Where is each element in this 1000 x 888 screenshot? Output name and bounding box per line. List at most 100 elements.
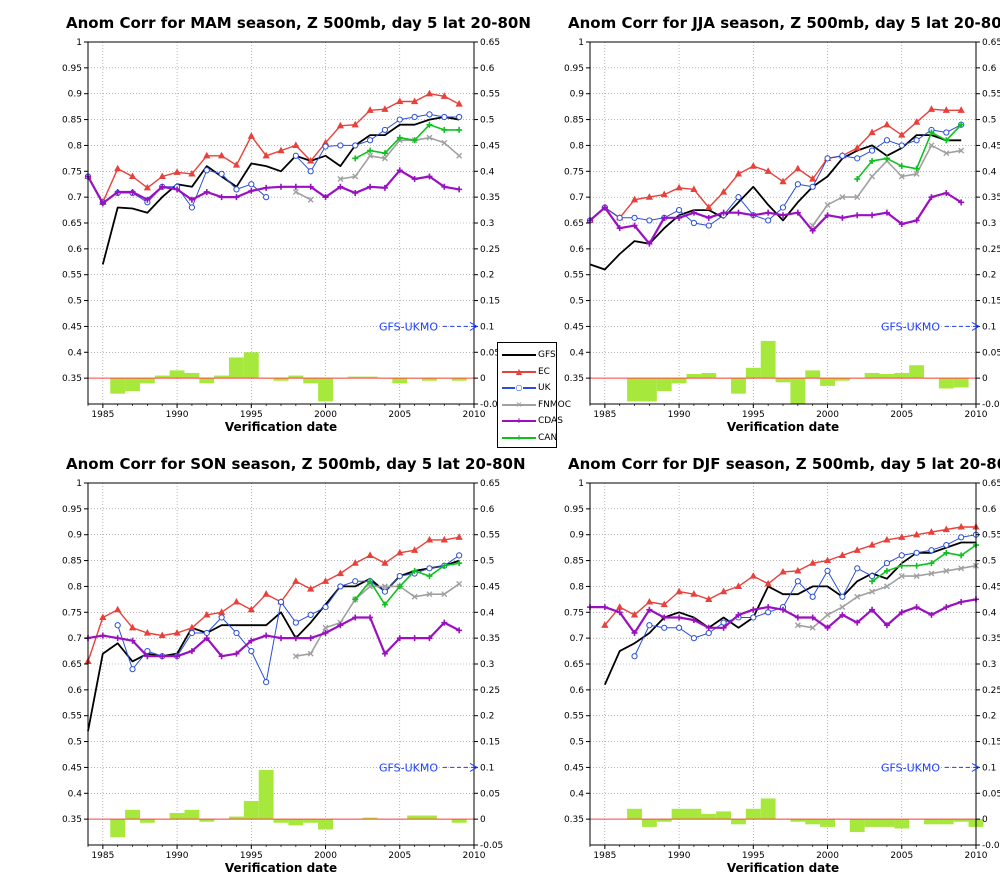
data-point-uk: [735, 194, 742, 201]
data-point-ec: [898, 131, 906, 138]
data-point-ec: [292, 577, 300, 584]
x-tick-label: 2000: [314, 410, 337, 420]
y2-tick-label: 0.4: [480, 608, 495, 618]
y-tick-label: 1: [578, 38, 584, 48]
data-point-fnmoc: [367, 152, 374, 159]
data-point-ec: [262, 151, 270, 159]
data-point-ec: [957, 106, 965, 113]
data-point-ec: [411, 97, 419, 105]
data-point-cdas: [646, 240, 653, 247]
data-point-ec: [188, 169, 196, 177]
diff-bar: [805, 370, 821, 379]
data-point-uk: [248, 181, 255, 188]
data-point-ec: [203, 610, 211, 618]
data-point-cdas: [928, 611, 935, 618]
y-tick-label: 0.85: [62, 116, 82, 126]
y-tick-label: 0.5: [68, 738, 82, 748]
y2-tick-label: 0: [982, 374, 988, 384]
y2-tick-label: -0.05: [480, 841, 503, 851]
data-point-cdas: [381, 184, 388, 191]
data-point-cdas: [676, 214, 683, 221]
legend-label: EC: [538, 366, 550, 377]
chart-title: Anom Corr for SON season, Z 500mb, day 5…: [66, 455, 526, 473]
data-point-ec: [381, 105, 389, 112]
annotation-arrow-head: [469, 762, 479, 772]
data-point-can: [869, 578, 876, 585]
data-point-cdas: [913, 217, 920, 224]
y-tick-label: 0.5: [68, 297, 82, 307]
data-point-cdas: [174, 653, 181, 660]
diff-bar: [627, 808, 642, 820]
data-point-fnmoc: [913, 573, 920, 580]
data-point-ec: [645, 597, 653, 605]
diff-bar: [953, 819, 969, 822]
y-tick-label: 0.65: [62, 660, 82, 670]
legend-label: CAN: [538, 432, 558, 443]
data-point-ec: [675, 183, 683, 191]
diff-bar: [938, 378, 954, 389]
y-tick-label: 0.7: [570, 193, 584, 203]
series-line-cdas: [87, 616, 460, 658]
data-point-cdas: [898, 221, 905, 228]
data-point-cdas: [292, 183, 299, 190]
data-point-uk: [188, 629, 196, 637]
data-point-can: [381, 150, 388, 157]
data-point-ec: [764, 167, 772, 174]
data-point-ec: [396, 548, 404, 556]
chart-title: Anom Corr for DJF season, Z 500mb, day 5…: [568, 455, 1000, 473]
x-axis-label: Verification date: [727, 420, 839, 434]
diff-bar: [392, 378, 408, 384]
data-point-can: [456, 126, 463, 133]
data-point-cdas: [839, 611, 846, 618]
data-point-cdas: [114, 635, 121, 642]
y-tick-label: 0.35: [62, 374, 82, 384]
series-gfs: [589, 134, 962, 271]
y2-tick-label: 0.65: [982, 479, 1000, 489]
y-tick-label: 0.85: [564, 116, 584, 126]
chart-title: Anom Corr for JJA season, Z 500mb, day 5…: [568, 14, 1000, 32]
data-point-cdas: [646, 606, 653, 613]
data-point-ec: [645, 193, 653, 200]
y-tick-label: 0.5: [570, 738, 584, 748]
data-point-cdas: [367, 183, 374, 190]
diff-bar: [894, 372, 910, 379]
data-point-cdas: [750, 212, 757, 219]
data-point-can: [928, 129, 935, 136]
data-point-uk: [248, 647, 255, 655]
data-point-fnmoc: [824, 611, 831, 618]
legend-item-ec: ▲ EC: [498, 364, 556, 380]
y2-tick-label: 0.45: [480, 141, 500, 151]
data-point-cdas: [188, 648, 195, 655]
data-point-ec: [440, 92, 448, 99]
y-tick-label: 0.55: [62, 712, 82, 722]
data-point-uk: [765, 217, 772, 224]
y2-tick-label: 0: [480, 815, 486, 825]
y2-tick-label: 0.1: [480, 322, 494, 332]
x-tick-label: 1995: [240, 851, 263, 861]
y-tick-label: 0.45: [62, 322, 82, 332]
diff-bar: [760, 340, 776, 379]
y-tick-label: 0.6: [570, 686, 585, 696]
y2-tick-label: 0.65: [982, 38, 1000, 48]
y-tick-label: 0.45: [564, 322, 584, 332]
legend-item-fnmoc: × FNMOC: [498, 397, 571, 413]
data-point-uk: [794, 181, 801, 188]
data-point-ec: [749, 162, 757, 169]
data-point-cdas: [203, 188, 210, 195]
legend-marker-x-icon: ×: [515, 399, 523, 409]
x-tick-label: 1990: [166, 410, 189, 420]
diff-bar: [731, 378, 746, 394]
data-point-cdas: [943, 604, 950, 611]
y2-tick-label: 0.1: [982, 322, 996, 332]
data-point-cdas: [765, 209, 772, 216]
data-point-uk: [913, 137, 920, 144]
data-point-uk: [720, 619, 727, 626]
x-tick-label: 2005: [890, 851, 913, 861]
data-point-uk: [913, 549, 920, 556]
annotation-arrow-head: [469, 321, 479, 331]
diff-bar: [288, 819, 304, 826]
data-point-ec: [455, 533, 463, 540]
diff-bar: [169, 812, 185, 820]
data-point-ec: [675, 587, 683, 595]
diff-bar: [686, 808, 702, 820]
